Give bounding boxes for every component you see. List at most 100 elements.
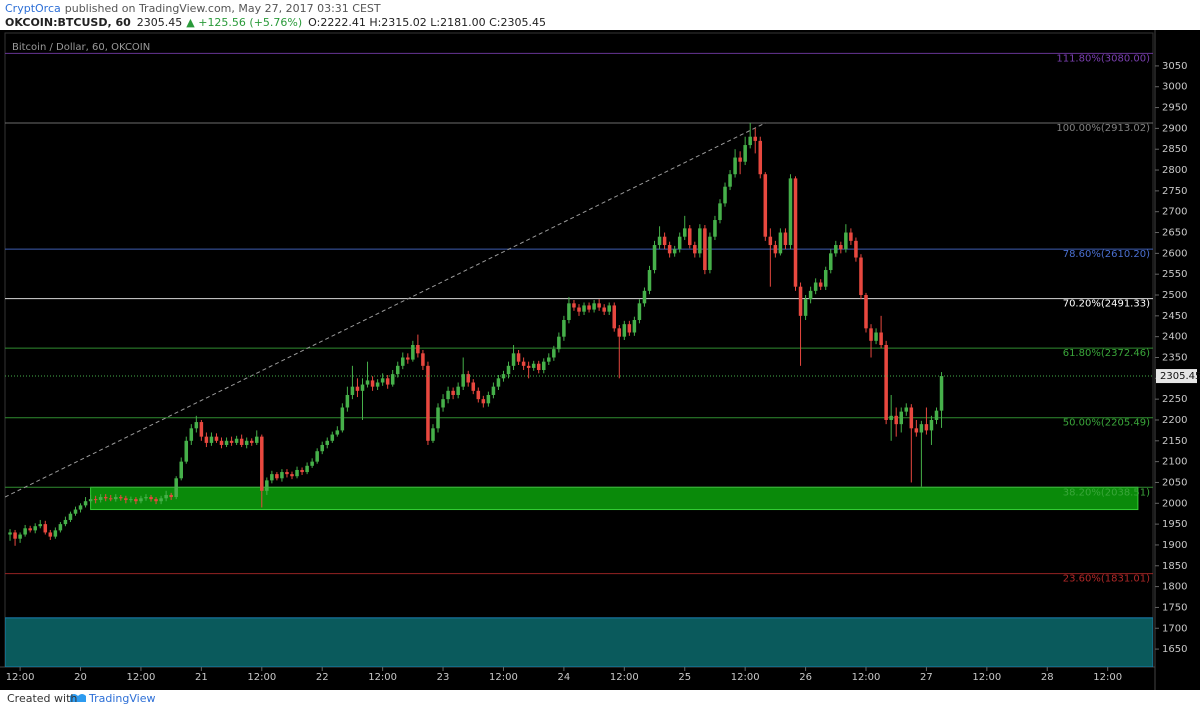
candle-body — [934, 410, 939, 420]
candle-body — [129, 499, 133, 501]
candle-body — [426, 365, 430, 441]
zone — [5, 617, 1153, 667]
candle-body — [521, 361, 526, 366]
candle-body — [275, 474, 279, 479]
candle-body — [763, 174, 768, 237]
header-bg — [0, 0, 1200, 30]
y-tick-label: 2350 — [1162, 352, 1187, 363]
candle-body — [436, 407, 440, 429]
candle-body — [270, 474, 274, 481]
candle-body — [431, 428, 435, 441]
candle-body — [189, 428, 194, 441]
candle-body — [285, 472, 289, 475]
candle-body — [919, 424, 924, 433]
y-tick-label: 2000 — [1162, 498, 1187, 509]
candle-body — [471, 382, 476, 391]
candle-body — [73, 509, 78, 514]
created-with: Created with — [7, 692, 77, 705]
candle-body — [929, 419, 934, 431]
candle-body — [108, 498, 113, 500]
candle-body — [93, 499, 98, 501]
candle-body — [723, 186, 727, 204]
brand-logo — [70, 694, 86, 702]
y-tick-label: 2700 — [1162, 207, 1187, 218]
candle-body — [547, 357, 551, 362]
candle-body — [149, 497, 153, 500]
candle-body — [552, 349, 556, 358]
candle-body — [370, 380, 375, 387]
x-tick-label: 12:00 — [852, 672, 881, 683]
candle-body — [693, 245, 697, 254]
y-tick-label: 2150 — [1162, 436, 1187, 447]
candle-body — [239, 438, 244, 445]
y-tick-label: 3000 — [1162, 82, 1187, 93]
candle-body — [496, 378, 501, 387]
candle-body — [234, 438, 239, 443]
y-tick-label: 1900 — [1162, 540, 1187, 551]
candle-body — [406, 357, 410, 360]
level-label: 100.00%(2913.02) — [1056, 123, 1150, 134]
level-label: 23.60%(1831.01) — [1063, 574, 1150, 585]
candle-body — [849, 232, 853, 241]
candle-body — [365, 380, 370, 385]
candle-body — [768, 236, 773, 246]
candle-body — [310, 461, 314, 466]
candle-body — [602, 307, 606, 312]
candle-body — [260, 436, 264, 491]
candle-body — [280, 472, 284, 479]
level-label: 50.00%(2205.49) — [1063, 418, 1150, 429]
candle-body — [204, 436, 209, 443]
candle-body — [114, 497, 118, 500]
candle-body — [773, 245, 778, 254]
plot — [5, 52, 1153, 667]
y-tick-label: 2500 — [1162, 290, 1187, 301]
candle-body — [582, 305, 586, 312]
candle-body — [939, 376, 944, 411]
candle-body — [632, 320, 637, 333]
candle-body — [58, 524, 63, 531]
y-tick-label: 1800 — [1162, 582, 1187, 593]
candle-body — [421, 353, 425, 366]
candle-body — [63, 519, 68, 525]
candle-body — [119, 497, 123, 499]
candle-body — [899, 411, 904, 425]
candle-body — [793, 178, 798, 287]
candle-body — [446, 390, 450, 400]
x-tick-label: 12:00 — [972, 672, 1001, 683]
y-tick-label: 2850 — [1162, 144, 1187, 155]
candle-body — [179, 461, 183, 479]
candle-body — [395, 365, 400, 375]
level-label: 111.80%(3080.00) — [1056, 53, 1150, 64]
candle-body — [124, 498, 128, 500]
candle-body — [320, 444, 324, 452]
candle-body — [622, 324, 627, 337]
candle-body — [350, 386, 355, 395]
candle-body — [708, 236, 712, 271]
zone — [90, 486, 1139, 511]
y-tick-label: 2550 — [1162, 269, 1187, 280]
candle-body — [577, 307, 581, 312]
candle-body — [164, 494, 168, 499]
y-tick-label: 2950 — [1162, 103, 1187, 114]
candle-body — [834, 245, 838, 254]
candle-body — [43, 524, 48, 533]
candle-body — [758, 140, 763, 175]
candle-body — [224, 440, 229, 445]
candle-body — [461, 374, 465, 387]
y-tick-label: 2600 — [1162, 248, 1187, 259]
candle-body — [839, 245, 843, 250]
y-tick-label: 2250 — [1162, 394, 1187, 405]
x-tick-label: 23 — [437, 672, 450, 683]
x-tick-label: 12:00 — [610, 672, 639, 683]
brand[interactable]: TradingView — [88, 692, 155, 705]
ohlc: O:2222.41 H:2315.02 L:2181.00 C:2305.45 — [308, 16, 546, 29]
candle-body — [698, 228, 702, 254]
candle-body — [335, 430, 340, 435]
candle-body — [219, 440, 224, 445]
author[interactable]: CryptOrca — [5, 2, 61, 15]
change: ▲ +125.56 (+5.76%) — [186, 16, 302, 29]
y-tick-label: 2750 — [1162, 186, 1187, 197]
candle-body — [295, 469, 299, 477]
candle-body — [642, 290, 647, 304]
